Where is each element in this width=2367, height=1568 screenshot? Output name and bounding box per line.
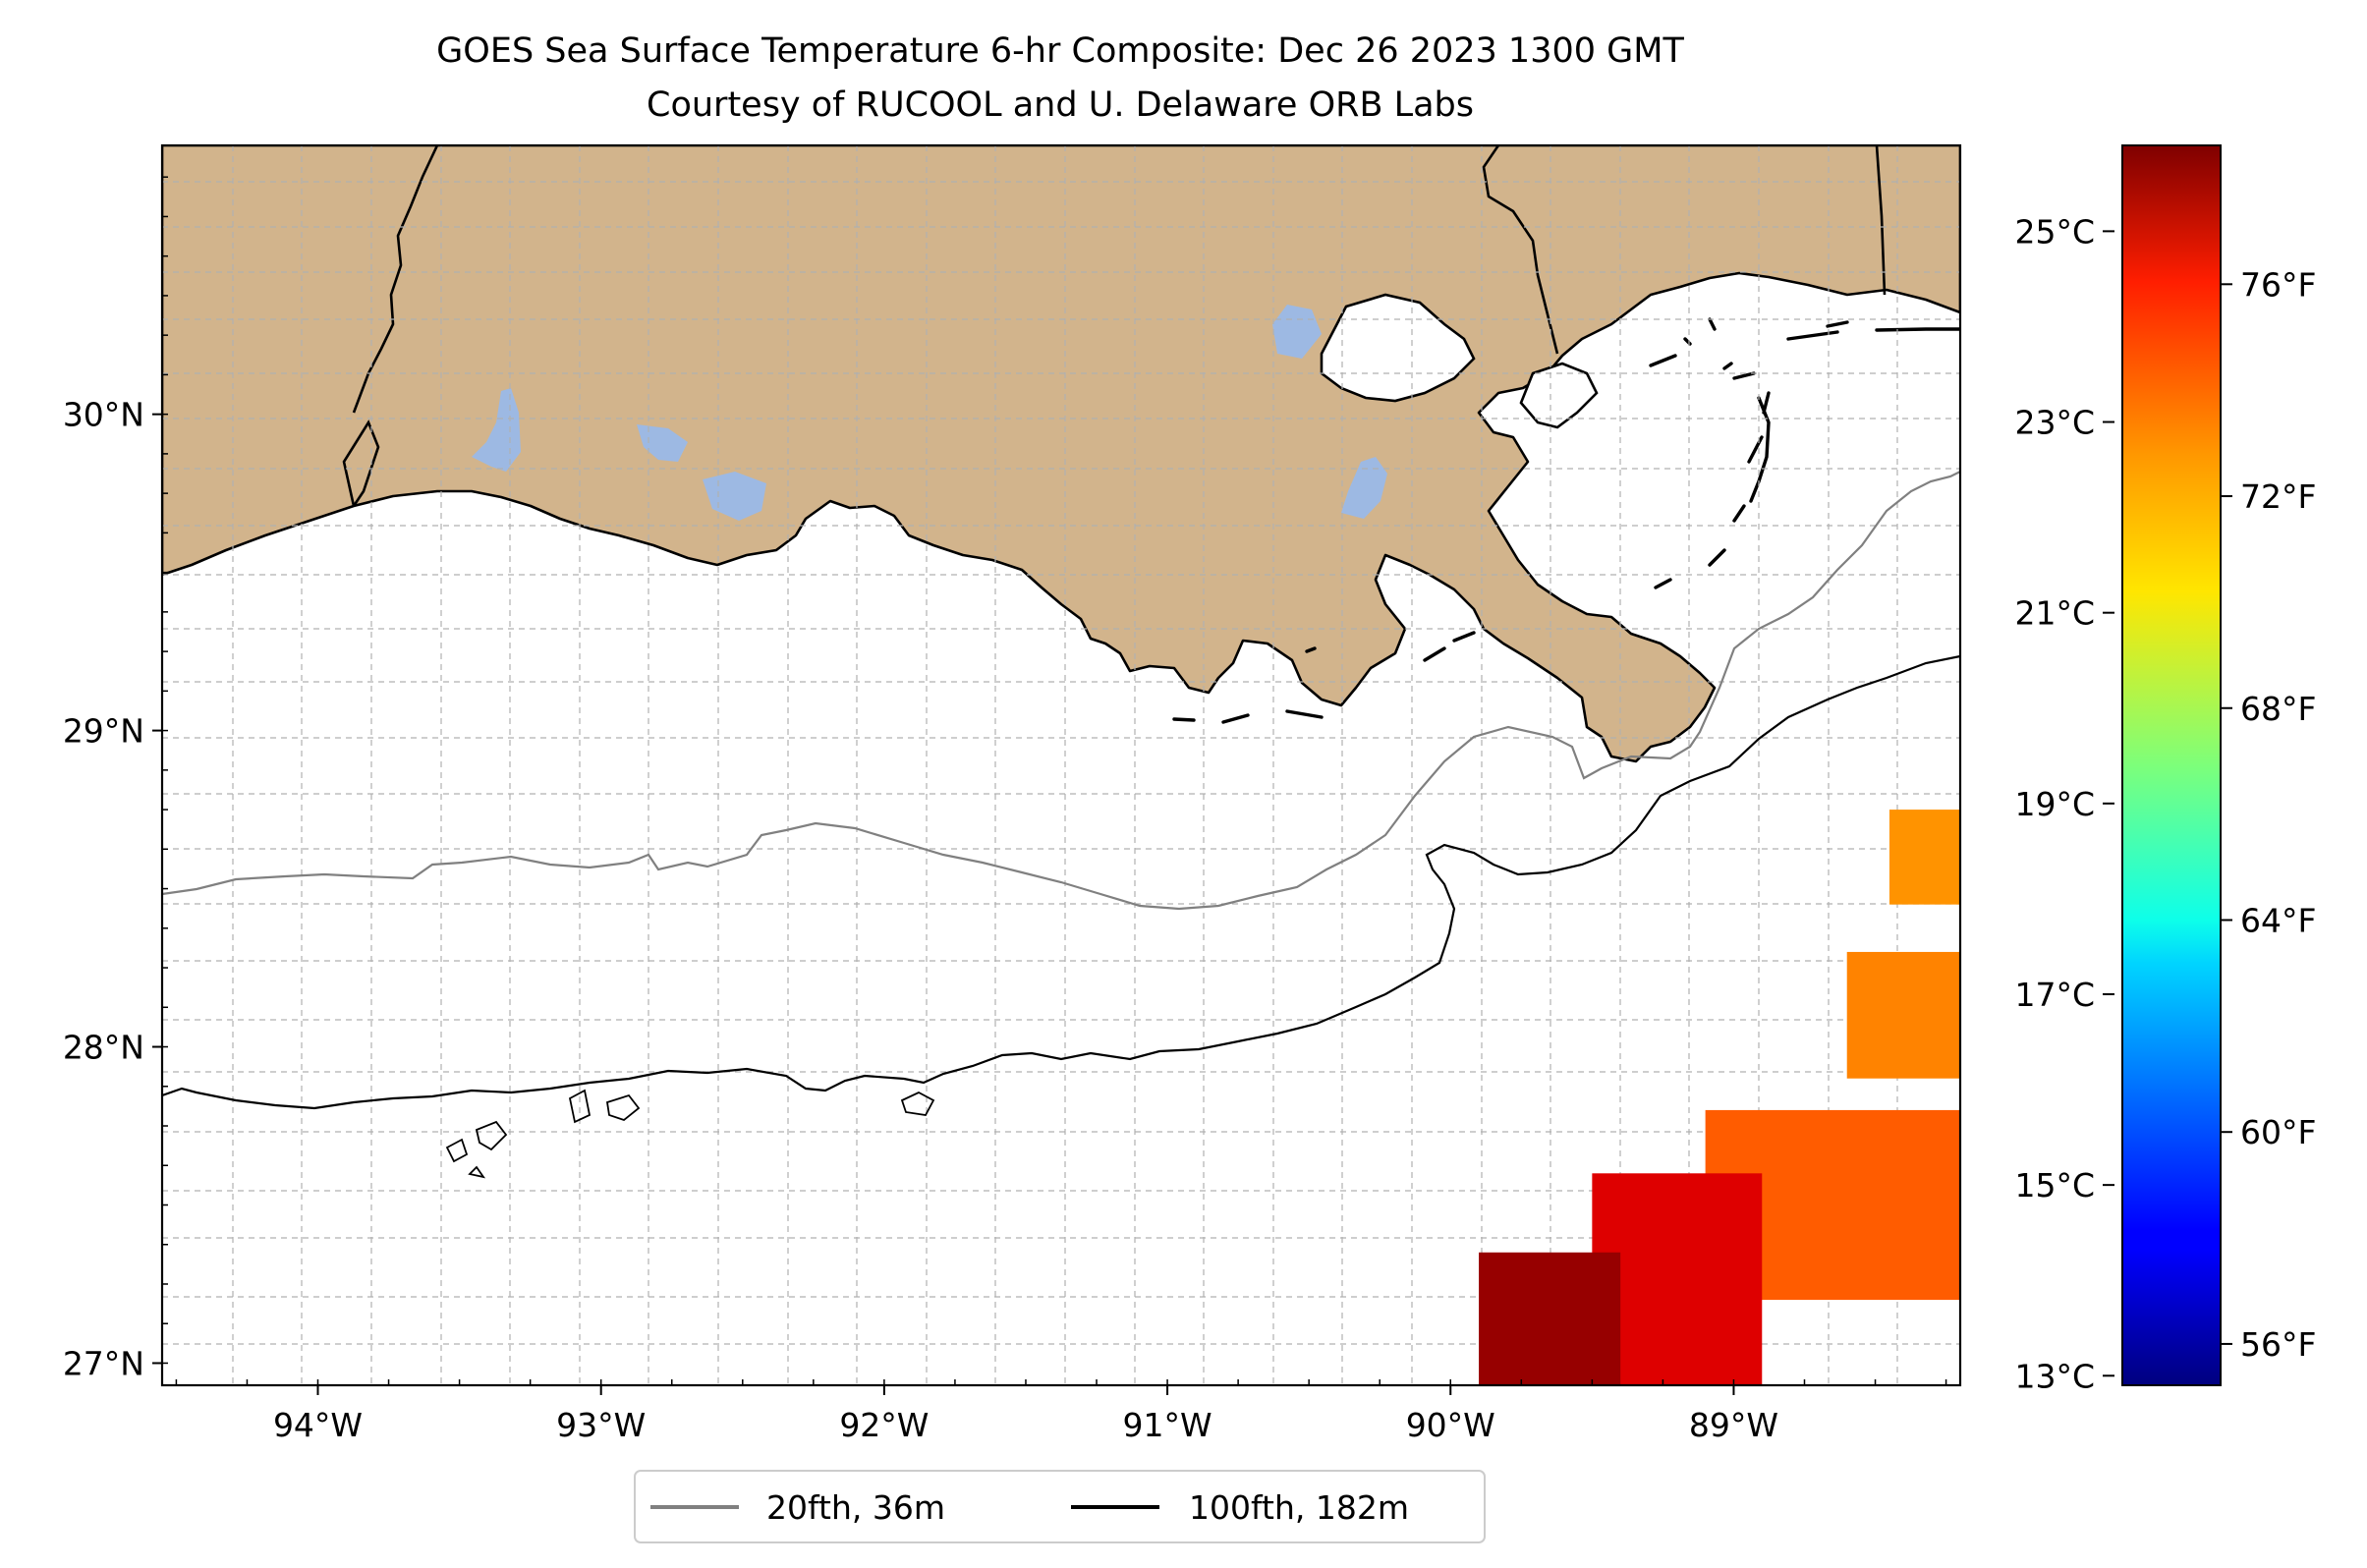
lake-2: [637, 424, 688, 462]
lon-tick-label: 89°W: [1689, 1406, 1778, 1444]
lat-tick-label: 30°N: [63, 396, 144, 434]
lat-tick-label: 27°N: [63, 1344, 144, 1382]
fahrenheit-tick-label: 56°F: [2240, 1325, 2316, 1364]
lake-borgne: [1519, 362, 1599, 429]
fahrenheit-tick-label: 60°F: [2240, 1113, 2316, 1151]
legend-label-100fth: 100fth, 182m: [1189, 1488, 1409, 1527]
gridlines: [162, 145, 1960, 1385]
map-frame: [160, 143, 1962, 1387]
celsius-tick-label: 13°C: [2014, 1357, 2095, 1395]
isobath-20fth: [162, 471, 1960, 911]
latitude-axis: 27°N 28°N 29°N 30°N: [63, 396, 162, 1382]
celsius-tick-label: 23°C: [2014, 404, 2095, 442]
longitude-axis: 94°W 93°W 92°W 91°W 90°W 89°W: [273, 1385, 1778, 1444]
lon-tick-label: 91°W: [1123, 1406, 1212, 1444]
lon-tick-label: 90°W: [1406, 1406, 1495, 1444]
sst-region: [1592, 1173, 1763, 1385]
sst-region: [1479, 1252, 1621, 1385]
lat-tick-label: 28°N: [63, 1029, 144, 1067]
coastline-detail: [342, 420, 380, 507]
celsius-tick-label: 25°C: [2014, 212, 2095, 251]
legend-box: [634, 1470, 1486, 1543]
fahrenheit-tick-label: 64°F: [2240, 901, 2316, 939]
colorbar: [2121, 144, 2222, 1386]
celsius-tick-label: 19°C: [2014, 785, 2095, 823]
border-east: [1875, 145, 1887, 296]
isobath-100fth: [162, 654, 1960, 1110]
sst-field: [1479, 810, 1960, 1385]
barrier-islands: [1172, 317, 1960, 724]
fahrenheit-tick-label: 68°F: [2240, 690, 2316, 728]
lon-tick-label: 94°W: [273, 1406, 363, 1444]
title-line-1: GOES Sea Surface Temperature 6-hr Compos…: [436, 31, 1684, 71]
lake-5: [1341, 457, 1387, 519]
lake-pontchartrain: [1320, 293, 1476, 403]
chandeleur-island: [1749, 396, 1771, 503]
lon-tick-label: 92°W: [839, 1406, 929, 1444]
celsius-tick-label: 15°C: [2014, 1166, 2095, 1204]
river-border: [1482, 145, 1559, 355]
celsius-axis: 13°C 15°C 17°C 19°C 21°C 23°C 25°C: [2014, 212, 2114, 1395]
legend-label-20fth: 20fth, 36m: [766, 1488, 945, 1527]
legend: 20fth, 36m 100fth, 182m: [634, 1470, 1486, 1543]
land-louisiana: [162, 145, 1960, 763]
lake-1: [472, 388, 521, 472]
fahrenheit-tick-label: 76°F: [2240, 265, 2316, 304]
lat-tick-label: 29°N: [63, 712, 144, 751]
title-line-2: Courtesy of RUCOOL and U. Delaware ORB L…: [647, 85, 1474, 125]
celsius-tick-label: 17°C: [2014, 976, 2095, 1014]
sst-region: [1888, 810, 1960, 905]
celsius-tick-label: 21°C: [2014, 594, 2095, 633]
sst-region: [1846, 951, 1960, 1079]
map-panel: [162, 145, 1960, 1385]
lake-4: [1272, 305, 1322, 359]
fahrenheit-axis: 56°F 60°F 64°F 68°F 72°F 76°F: [2221, 265, 2316, 1364]
lon-tick-label: 93°W: [556, 1406, 646, 1444]
state-border: [352, 145, 439, 414]
reef-features: [445, 1089, 935, 1179]
fahrenheit-tick-label: 72°F: [2240, 477, 2316, 516]
